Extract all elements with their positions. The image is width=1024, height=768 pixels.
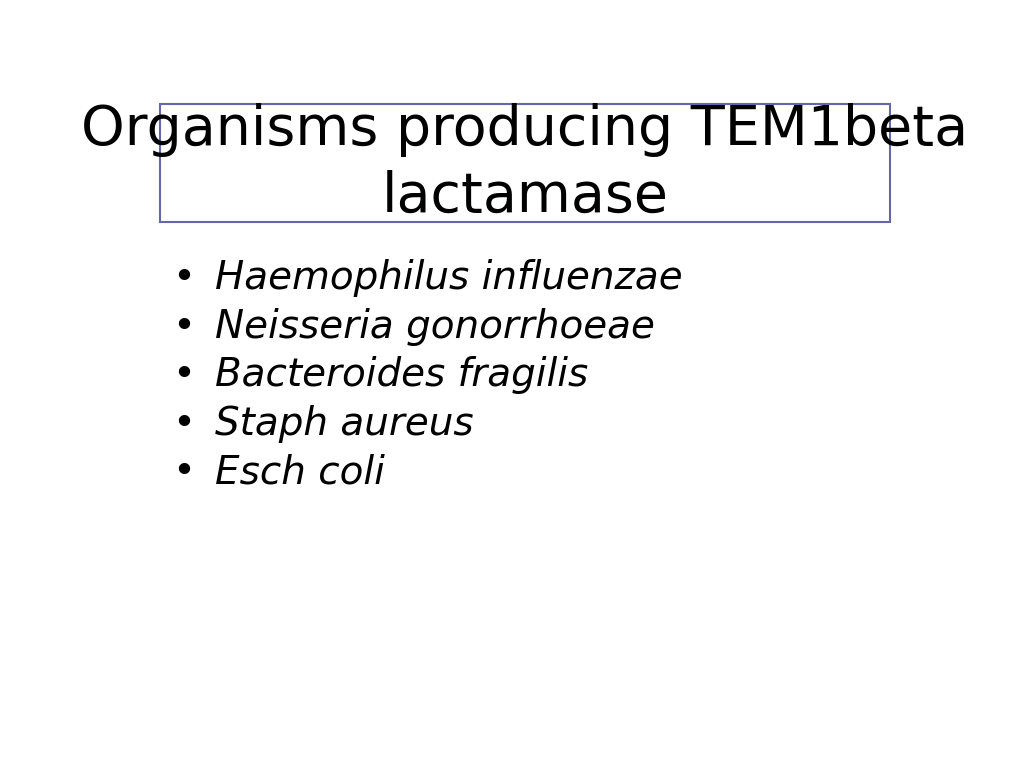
Text: •: •	[172, 260, 195, 297]
Text: Neisseria gonorrhoeae: Neisseria gonorrhoeae	[215, 308, 655, 346]
Text: Haemophilus influenzae: Haemophilus influenzae	[215, 260, 683, 297]
Text: Organisms producing TEM1beta
lactamase: Organisms producing TEM1beta lactamase	[81, 103, 969, 223]
Text: •: •	[172, 405, 195, 443]
Text: •: •	[172, 356, 195, 395]
Text: •: •	[172, 308, 195, 346]
FancyBboxPatch shape	[160, 104, 890, 222]
Text: Esch coli: Esch coli	[215, 453, 385, 492]
Text: Bacteroides fragilis: Bacteroides fragilis	[215, 356, 589, 395]
Text: Staph aureus: Staph aureus	[215, 405, 474, 443]
Text: •: •	[172, 453, 195, 492]
